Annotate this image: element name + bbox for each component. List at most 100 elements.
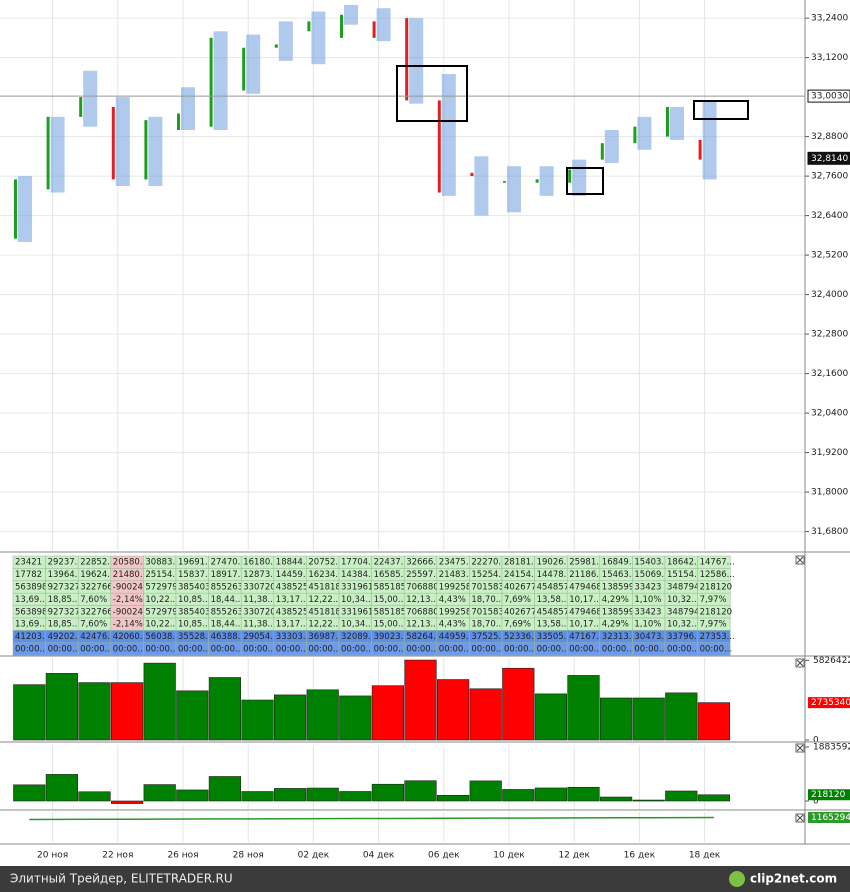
table-cell-text: 13964...	[48, 570, 83, 580]
table-cell-text: 385403	[178, 583, 210, 593]
bar	[78, 682, 111, 741]
bar	[13, 784, 46, 802]
y-tick-label: 32,7600	[811, 172, 848, 182]
bar	[697, 702, 730, 741]
volume-profile	[376, 8, 391, 42]
table-cell-text: 23475...	[439, 558, 474, 568]
volume-profile	[278, 21, 293, 61]
table-cell-text: 18642...	[667, 558, 702, 568]
table-cell-text: -2,14%	[113, 620, 143, 630]
table-cell-text: 199258	[439, 583, 471, 593]
bar	[567, 786, 600, 802]
table-cell-text: 00:00...	[243, 645, 276, 655]
price-marker-box	[807, 89, 850, 103]
table-cell-text: 563898	[15, 583, 47, 593]
x-tick-label: 26 ноя	[167, 851, 198, 861]
y-tick-label: 33,2400	[811, 14, 848, 24]
table-cell	[697, 642, 731, 656]
table-cell-text: 35528...	[178, 632, 213, 642]
close-icon-x	[796, 556, 804, 564]
table-cell-text: 00:00...	[700, 645, 733, 655]
x-tick-label: 12 дек	[558, 851, 590, 861]
table-cell-text: -90024	[113, 607, 143, 617]
table-cell-text: 17704...	[341, 558, 376, 568]
candle-body	[14, 179, 17, 239]
bar	[306, 787, 339, 802]
table-cell-text: 18917...	[211, 570, 246, 580]
table-cell-text: 4,43%	[439, 620, 466, 630]
table-cell-text: 10,22...	[145, 595, 177, 605]
table-cell-text: 00:00...	[634, 645, 667, 655]
table-cell-text: 563898	[15, 607, 47, 617]
volume-profile	[246, 34, 261, 94]
y-tick-label: 31,9200	[811, 448, 848, 458]
table-cell-text: 19624...	[80, 570, 115, 580]
table-cell-text: 18,70...	[471, 595, 503, 605]
table-cell-text: 00:00...	[211, 645, 244, 655]
table-cell-text: 330720	[243, 607, 275, 617]
table-cell-text: 13,58...	[537, 595, 569, 605]
candle-body	[144, 120, 148, 180]
bar	[273, 788, 307, 802]
table-cell-text: 13,17...	[276, 620, 308, 630]
candle-body	[568, 169, 572, 183]
table-cell-text: 10,34...	[341, 595, 373, 605]
table-cell-text: 00:00...	[341, 645, 374, 655]
table-cell-text: 20752...	[308, 558, 343, 568]
value-marker-box	[808, 697, 850, 709]
table-cell-text: 13,58...	[537, 620, 569, 630]
bar	[306, 689, 339, 741]
logo-text[interactable]: clip2net.com	[750, 872, 837, 886]
table-cell-text: 15403...	[634, 558, 669, 568]
table-cell-text: 1,10%	[634, 595, 661, 605]
table-cell-text: 18,44...	[211, 595, 243, 605]
candle-body	[600, 143, 604, 160]
value-marker-box	[808, 812, 850, 824]
bar	[534, 787, 567, 802]
table-cell-text: 855263	[211, 583, 243, 593]
table-cell-text: 438525	[276, 607, 308, 617]
table-cell-text: 927327	[48, 583, 80, 593]
table-cell-text: 22437...	[374, 558, 409, 568]
volume-profile	[213, 31, 228, 131]
candle-body	[307, 21, 311, 32]
table-cell-text: 00:00...	[602, 645, 635, 655]
table-cell-text: 00:00...	[537, 645, 570, 655]
table-cell-text: 18,85...	[48, 595, 80, 605]
y-tick-label: 31,8000	[811, 488, 848, 498]
volume-profile	[181, 87, 195, 131]
table-cell-text: 701583	[471, 607, 503, 617]
table-cell-text: 18844...	[276, 558, 311, 568]
y-tick-label: 31,6800	[811, 527, 848, 537]
table-cell-text: 00:00...	[178, 645, 211, 655]
bar	[534, 693, 567, 741]
table-cell-text: 24154...	[504, 570, 539, 580]
bar	[241, 699, 274, 741]
bar	[208, 776, 242, 802]
y-tick-label: 32,0400	[811, 409, 848, 419]
bar	[176, 789, 209, 802]
table-cell-text: 00:00...	[113, 645, 146, 655]
table-cell-text: 18,44...	[211, 620, 243, 630]
table-cell-text: 00:00...	[308, 645, 341, 655]
table-cell-text: 49202...	[48, 632, 83, 642]
table-cell-text: 7,97%	[700, 595, 727, 605]
y-tick-label: 32,8800	[811, 132, 848, 142]
candle-body	[535, 179, 539, 183]
volume-profile	[83, 70, 98, 127]
bar	[339, 791, 372, 802]
bar	[45, 673, 78, 741]
x-tick-label: 28 ноя	[233, 851, 264, 861]
table-cell-text: 385403	[178, 607, 210, 617]
value-marker-label: 11652943	[811, 813, 850, 823]
table-cell-text: 56038...	[145, 632, 180, 642]
volume-profile	[409, 18, 424, 104]
volume-profile	[474, 156, 489, 216]
x-tick-label: 06 дек	[428, 851, 460, 861]
value-marker-box	[808, 789, 850, 801]
candle-body	[274, 44, 278, 48]
table-cell-text: 00:00...	[48, 645, 81, 655]
y-tick-label: 1883592	[813, 742, 850, 752]
table-cell-text: 00:00...	[504, 645, 537, 655]
y-tick-label: 0	[813, 796, 819, 806]
